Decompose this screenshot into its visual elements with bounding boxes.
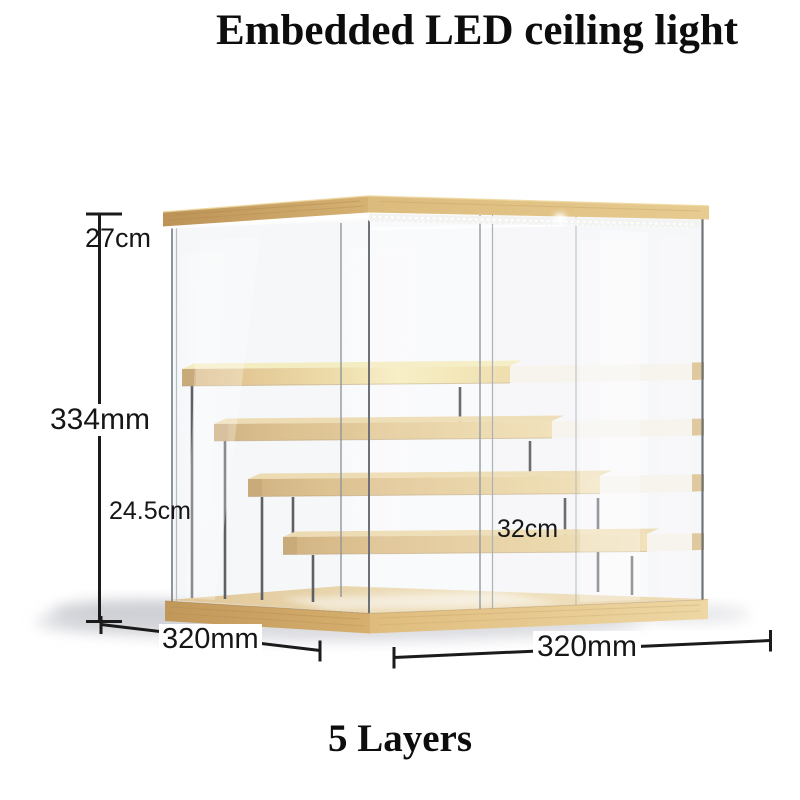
layers-caption: 5 Layers: [327, 717, 473, 760]
shelf-3: [247, 470, 612, 497]
page-title: Embedded LED ceiling light: [216, 7, 739, 54]
dim-label-inner-width: 32cm: [497, 515, 559, 543]
dim-label-side-depth: 320mm: [159, 624, 262, 654]
dim-label-led-height: 27cm: [85, 223, 152, 253]
led-strip: [165, 213, 700, 229]
top-panel: [162, 195, 710, 227]
dim-label-lower-height: 24.5cm: [109, 497, 191, 525]
glass-right-face: [369, 219, 702, 613]
dim-label-front-width: 320mm: [533, 631, 642, 663]
glass-edges: [171, 211, 704, 620]
dim-label-total-height: 334mm: [48, 403, 153, 436]
glass-front-face: [172, 219, 369, 613]
base-panel: [164, 599, 709, 634]
case-interior: [173, 211, 702, 619]
base-floor: [168, 586, 705, 615]
shelf-2: [213, 415, 564, 442]
shelf-4: [282, 528, 659, 555]
shelf-extensions: [510, 362, 704, 552]
shelf-1: [181, 360, 522, 387]
